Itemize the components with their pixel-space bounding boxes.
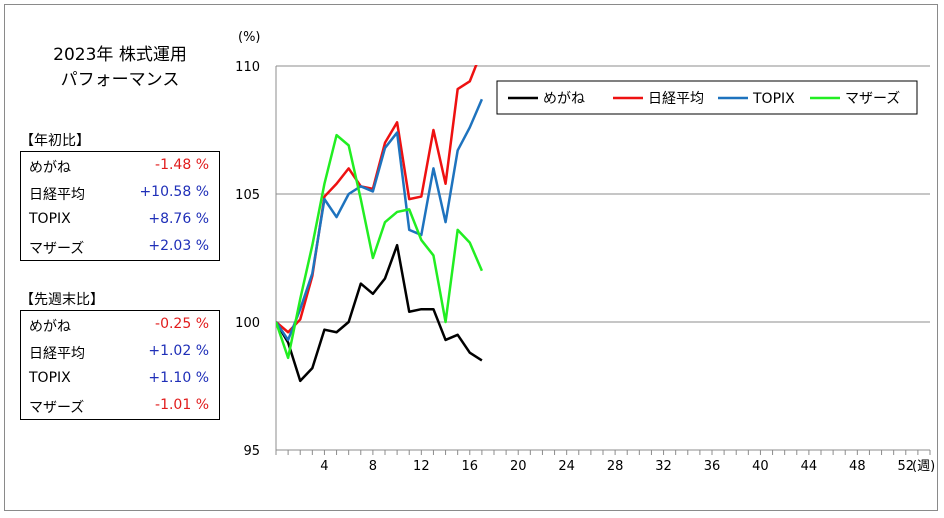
- wow-row-name: TOPIX: [29, 370, 71, 386]
- wow-row-value: -1.01 %: [155, 397, 209, 413]
- ytd-label: 【年初比】: [20, 133, 90, 149]
- x-tick-label: 52: [898, 459, 915, 474]
- chart-frame: [4, 4, 938, 511]
- legend-entry: めがね: [543, 91, 585, 107]
- ytd-row-value: +8.76 %: [148, 211, 209, 227]
- chart-title-line-1: 2023年 株式運用: [53, 45, 187, 65]
- ytd-row: 日経平均 +10.58 %: [21, 179, 219, 206]
- chart-title-line-2: パフォーマンス: [60, 70, 180, 90]
- x-axis-label: (週): [912, 459, 935, 474]
- x-tick-label: 8: [369, 459, 377, 474]
- ytd-row-name: マザーズ: [29, 241, 85, 257]
- series-line-4: [276, 133, 484, 360]
- ytd-row: マザーズ +2.03 %: [21, 233, 219, 260]
- legend-box: [496, 80, 918, 115]
- y-tick-label: 95: [243, 444, 260, 459]
- wow-row-value: -0.25 %: [155, 316, 209, 332]
- ytd-row-value: +10.58 %: [139, 184, 209, 200]
- y-tick-label: 105: [235, 188, 260, 203]
- legend-entry: マザーズ: [845, 91, 900, 107]
- series-line-3: [276, 98, 484, 342]
- x-tick-label: 4: [320, 459, 328, 474]
- y-tick-label: 100: [235, 316, 260, 331]
- y-axis-label: (%): [238, 30, 261, 45]
- wow-row-value: +1.10 %: [148, 370, 209, 386]
- x-tick-label: 28: [607, 459, 624, 474]
- wow-row: めがね -0.25 %: [21, 311, 219, 338]
- ytd-row-name: 日経平均: [29, 187, 85, 203]
- wow-table: めがね -0.25 % 日経平均 +1.02 % TOPIX +1.10 % マザーズ -1.…: [20, 310, 220, 420]
- ytd-row-value: -1.48 %: [155, 157, 209, 173]
- ytd-row-value: +2.03 %: [148, 238, 209, 254]
- wow-row-name: 日経平均: [29, 346, 85, 362]
- wow-row-value: +1.02 %: [148, 343, 209, 359]
- ytd-row: TOPIX +8.76 %: [21, 206, 219, 233]
- series-line-1: [276, 243, 483, 383]
- wow-row: 日経平均 +1.02 %: [21, 338, 219, 365]
- wow-row: マザーズ -1.01 %: [21, 392, 219, 419]
- x-tick-label: 36: [704, 459, 721, 474]
- ytd-row: めがね -1.48 %: [21, 152, 219, 179]
- ytd-row-name: TOPIX: [29, 211, 71, 227]
- x-tick-label: 12: [413, 459, 430, 474]
- ytd-table: めがね -1.48 % 日経平均 +10.58 % TOPIX +8.76 % マザーズ +2…: [20, 151, 220, 261]
- wow-row-name: めがね: [29, 319, 71, 335]
- x-tick-label: 24: [558, 459, 575, 474]
- wow-row: TOPIX +1.10 %: [21, 365, 219, 392]
- x-tick-label: 20: [510, 459, 527, 474]
- x-tick-label: 48: [849, 459, 866, 474]
- wow-label: 【先週末比】: [20, 292, 104, 308]
- legend-entry: 日経平均: [648, 91, 704, 107]
- y-tick-label: 110: [235, 60, 260, 75]
- wow-row-name: マザーズ: [29, 400, 85, 416]
- x-tick-label: 32: [655, 459, 672, 474]
- x-tick-label: 40: [752, 459, 769, 474]
- legend-entry: TOPIX: [752, 91, 795, 107]
- x-tick-label: 44: [801, 459, 818, 474]
- ytd-row-name: めがね: [29, 160, 71, 176]
- x-tick-label: 16: [462, 459, 479, 474]
